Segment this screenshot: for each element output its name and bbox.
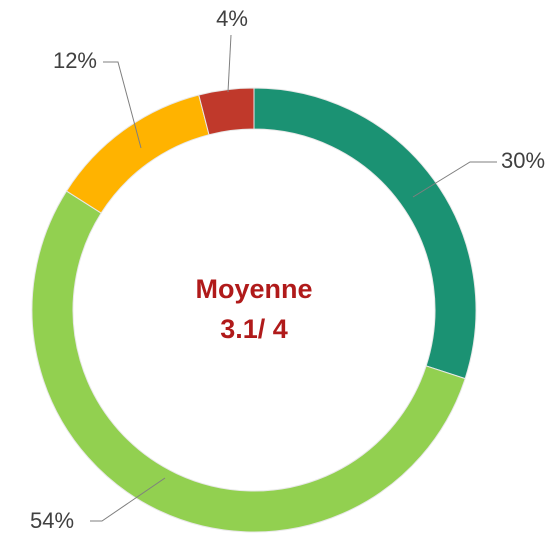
leader-line	[227, 34, 232, 93]
data-label: 12%	[53, 48, 97, 73]
leader-line	[412, 161, 497, 198]
leader-line	[90, 477, 166, 522]
center-title: Moyenne	[195, 274, 312, 304]
leader-line	[103, 61, 142, 149]
donut-slice	[31, 190, 466, 533]
donut-slice	[198, 87, 255, 136]
data-label: 30%	[501, 148, 545, 173]
center-value: 3.1/ 4	[220, 314, 288, 344]
data-label: 4%	[216, 6, 248, 31]
donut-slice	[65, 94, 210, 214]
data-label: 54%	[30, 508, 74, 533]
